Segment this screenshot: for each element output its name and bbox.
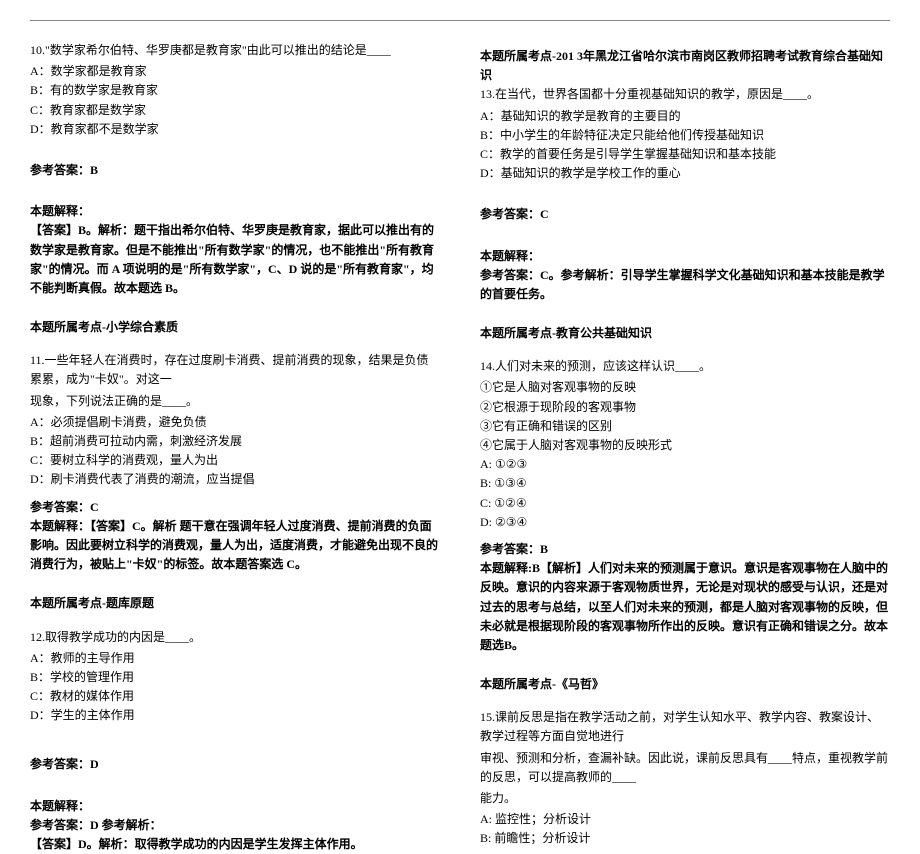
q12-opt-d: D：学生的主体作用 [30, 706, 440, 725]
q10-opt-a: A：数学家都是教育家 [30, 62, 440, 81]
q14-line-2: ②它根源于现阶段的客观事物 [480, 398, 890, 417]
q14-line-4: ④它属于人脑对客观事物的反映形式 [480, 436, 890, 455]
question-10: 10."数学家希尔伯特、华罗庚都是教育家"由此可以推出的结论是____ A：数学… [30, 41, 440, 337]
q11-opt-b: B：超前消费可拉动内需，刺激经济发展 [30, 432, 440, 451]
q11-explain: 本题解释：【答案】C。解析 题干意在强调年轻人过度消费、提前消费的负面影响。因此… [30, 517, 440, 575]
q10-stem: 10."数学家希尔伯特、华罗庚都是教育家"由此可以推出的结论是____ [30, 41, 440, 60]
question-13: 13.在当代，世界各国都十分重视基础知识的教学，原因是____。 A：基础知识的… [480, 85, 890, 343]
q14-explain: 本题解释:B【解析】人们对未来的预测属于意识。意识是客观事物在人脑中的反映。意识… [480, 559, 890, 655]
prev-source: 本题所属考点-201 3年黑龙江省哈尔滨市南岗区教师招聘考试教育综合基础知识 [480, 47, 890, 85]
q14-opt-b: B: ①③④ [480, 474, 890, 493]
q11-answer: 参考答案：C [30, 498, 440, 517]
q13-explain: 参考答案：C。参考解析：引导学生掌握科学文化基础知识和基本技能是教学的首要任务。 [480, 266, 890, 304]
q13-opt-c: C：教学的首要任务是引导学生掌握基础知识和基本技能 [480, 145, 890, 164]
q10-explain-label: 本题解释： [30, 202, 440, 221]
q12-explain-label: 本题解释： [30, 797, 440, 816]
q14-opt-c: C: ①②④ [480, 494, 890, 513]
question-15: 15.课前反思是指在教学活动之前，对学生认知水平、教学内容、教案设计、教学过程等… [480, 708, 890, 848]
q13-source: 本题所属考点-教育公共基础知识 [480, 324, 890, 343]
q14-opt-d: D: ②③④ [480, 513, 890, 532]
q11-stem-1: 11.一些年轻人在消费时，存在过度刷卡消费、提前消费的现象，结果是负债累累，成为… [30, 351, 440, 389]
q15-opt-a: A: 监控性；分析设计 [480, 810, 890, 829]
right-column: 本题所属考点-201 3年黑龙江省哈尔滨市南岗区教师招聘考试教育综合基础知识 1… [480, 41, 890, 631]
q13-explain-label: 本题解释： [480, 247, 890, 266]
question-11: 11.一些年轻人在消费时，存在过度刷卡消费、提前消费的现象，结果是负债累累，成为… [30, 351, 440, 613]
q13-opt-d: D：基础知识的教学是学校工作的重心 [480, 164, 890, 183]
q10-opt-c: C：教育家都是数学家 [30, 101, 440, 120]
q12-opt-b: B：学校的管理作用 [30, 668, 440, 687]
q15-opt-b: B: 前瞻性；分析设计 [480, 829, 890, 848]
q12-opt-a: A：教师的主导作用 [30, 649, 440, 668]
q13-opt-b: B：中小学生的年龄特征决定只能给他们传授基础知识 [480, 126, 890, 145]
q12-explain-1: 参考答案：D 参考解析： [30, 816, 440, 835]
q10-explain: 【答案】B。解析：题干指出希尔伯特、华罗庚是教育家，据此可以推出有的数学家是教育… [30, 221, 440, 298]
q10-opt-b: B：有的数学家是教育家 [30, 81, 440, 100]
q15-stem-2: 审视、预测和分析，查漏补缺。因此说，课前反思具有____特点，重视教学前的反思，… [480, 749, 890, 787]
q11-stem-2: 现象，下列说法正确的是____。 [30, 392, 440, 411]
q10-source: 本题所属考点-小学综合素质 [30, 318, 440, 337]
q14-line-3: ③它有正确和错误的区别 [480, 417, 890, 436]
question-14: 14.人们对未来的预测，应该这样认识____。 ①它是人脑对客观事物的反映 ②它… [480, 357, 890, 694]
q14-line-1: ①它是人脑对客观事物的反映 [480, 378, 890, 397]
left-column: 10."数学家希尔伯特、华罗庚都是教育家"由此可以推出的结论是____ A：数学… [30, 41, 440, 631]
q11-source: 本题所属考点-题库原题 [30, 594, 440, 613]
q14-opt-a: A: ①②③ [480, 455, 890, 474]
page-container: 10."数学家希尔伯特、华罗庚都是教育家"由此可以推出的结论是____ A：数学… [30, 20, 890, 631]
q11-opt-d: D：刷卡消费代表了消费的潮流，应当提倡 [30, 470, 440, 489]
question-12: 12.取得教学成功的内因是____。 A：教师的主导作用 B：学校的管理作用 C… [30, 628, 440, 854]
q10-opt-d: D：教育家都不是数学家 [30, 120, 440, 139]
q12-stem: 12.取得教学成功的内因是____。 [30, 628, 440, 647]
q15-stem-3: 能力。 [480, 789, 890, 808]
q14-source: 本题所属考点-《马哲》 [480, 675, 890, 694]
q11-opt-a: A：必须提倡刷卡消费，避免负债 [30, 413, 440, 432]
q12-opt-c: C：教材的媒体作用 [30, 687, 440, 706]
q15-stem-1: 15.课前反思是指在教学活动之前，对学生认知水平、教学内容、教案设计、教学过程等… [480, 708, 890, 746]
q13-opt-a: A：基础知识的教学是教育的主要目的 [480, 107, 890, 126]
q13-answer: 参考答案：C [480, 205, 890, 224]
q14-answer: 参考答案：B [480, 540, 890, 559]
q11-opt-c: C：要树立科学的消费观，量人为出 [30, 451, 440, 470]
q13-stem: 13.在当代，世界各国都十分重视基础知识的教学，原因是____。 [480, 85, 890, 104]
q12-answer: 参考答案：D [30, 755, 440, 774]
q12-explain-2: 【答案】D。解析：取得教学成功的内因是学生发挥主体作用。 [30, 835, 440, 854]
q10-answer: 参考答案：B [30, 161, 440, 180]
q14-stem: 14.人们对未来的预测，应该这样认识____。 [480, 357, 890, 376]
